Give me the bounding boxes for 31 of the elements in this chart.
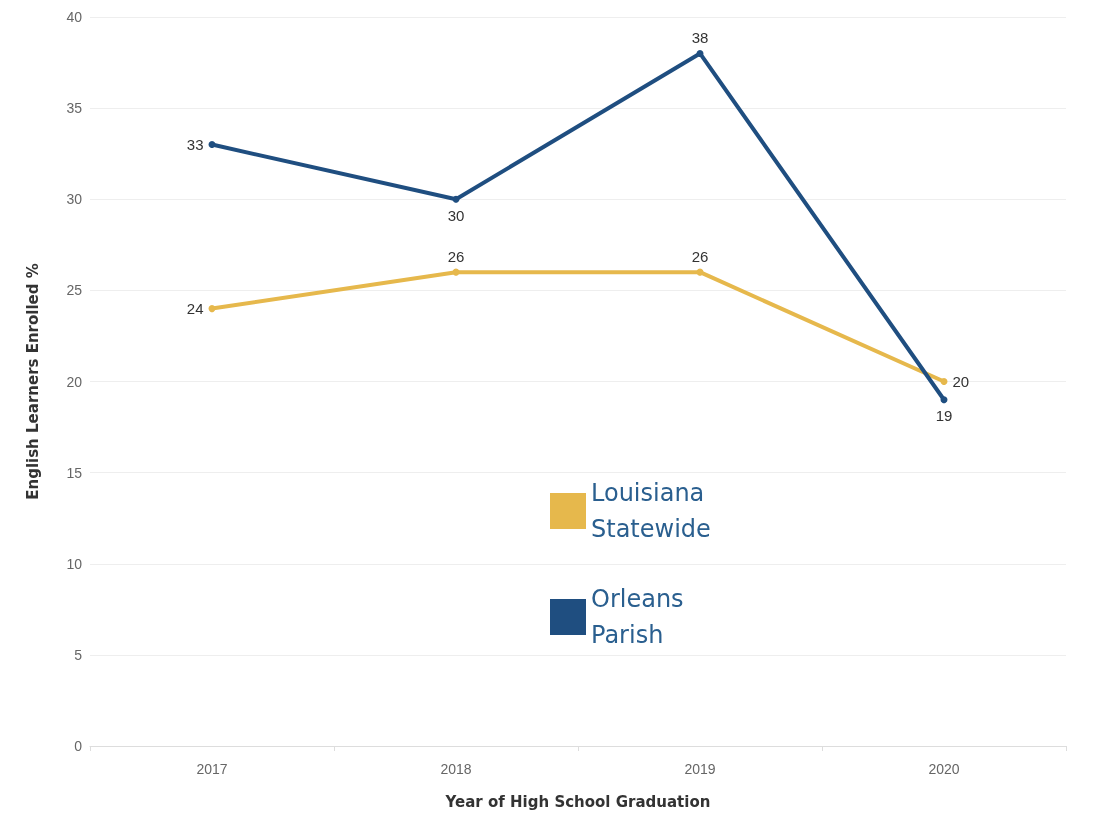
data-label: 30 bbox=[447, 206, 465, 224]
x-tick-label: 2018 bbox=[440, 761, 472, 777]
legend-label: Louisiana Statewide bbox=[591, 479, 712, 543]
y-tick-label: 30 bbox=[66, 191, 83, 208]
y-axis-title: English Learners Enrolled % bbox=[23, 263, 42, 500]
y-tick-label: 10 bbox=[66, 555, 83, 572]
data-label: 19 bbox=[935, 407, 953, 425]
point bbox=[208, 305, 216, 313]
y-tick-label: 20 bbox=[66, 373, 83, 390]
data-label: 26 bbox=[691, 247, 709, 265]
x-tick-label: 2020 bbox=[928, 761, 960, 777]
data-label: 26 bbox=[447, 247, 465, 265]
y-tick-label: 15 bbox=[66, 464, 83, 481]
y-tick-label: 40 bbox=[66, 9, 83, 25]
point bbox=[452, 195, 460, 203]
y-tick-label: 35 bbox=[66, 100, 83, 117]
x-tick-label: 2019 bbox=[684, 761, 716, 777]
point bbox=[940, 378, 948, 385]
data-label: 20 bbox=[952, 373, 970, 390]
y-tick-label: 0 bbox=[74, 738, 83, 754]
data-label: 33 bbox=[186, 136, 204, 154]
y-tick-label: 5 bbox=[74, 646, 83, 663]
point bbox=[208, 141, 216, 149]
data-label: 38 bbox=[691, 28, 709, 46]
point bbox=[940, 396, 948, 404]
legend-label: Orleans Parish bbox=[591, 585, 692, 649]
x-axis-title: Year of High School Graduation bbox=[444, 792, 711, 811]
data-label: 24 bbox=[186, 300, 204, 318]
y-tick-label: 25 bbox=[66, 282, 83, 299]
point bbox=[696, 49, 704, 57]
x-tick-label: 2017 bbox=[196, 761, 228, 777]
